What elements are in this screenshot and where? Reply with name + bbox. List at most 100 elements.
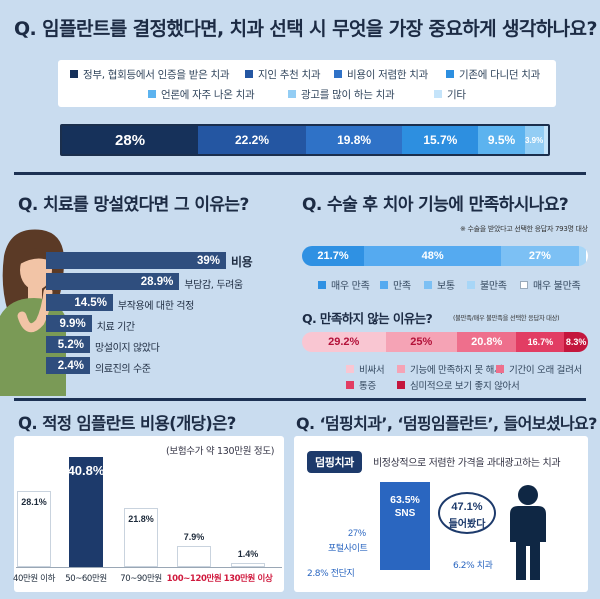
section3-subnote: (불만족/매우 불만족을 선택한 응답자 대상) (453, 315, 560, 322)
heard-bubble: 47.1% 들어봤다 (438, 492, 496, 534)
section3-title: Q. 수술 후 치아 기능에 만족하시나요? (302, 195, 569, 215)
section4-title: Q. 적정 임플란트 비용(개당)은? (18, 414, 236, 433)
satisfaction-segment-1: 48% (364, 246, 502, 266)
section3-subtitle: Q. 만족하지 않는 이유는? (302, 311, 433, 326)
sat-legend-3: 불만족 (467, 277, 507, 292)
sat-swatch-0 (318, 281, 326, 289)
sat-swatch-3 (467, 281, 475, 289)
dissatisfaction-segment-2: 20.8% (457, 332, 517, 352)
sat-swatch-2 (424, 281, 432, 289)
legend-item-2: 비용이 저렴한 치과 (334, 67, 428, 82)
dis-legend-3: 통증 (346, 378, 376, 392)
dumping-badge: 덤핑치과 (307, 451, 362, 473)
legend-swatch-3 (446, 70, 454, 78)
section2-title: Q. 치료를 망설였다면 그 이유는? (18, 195, 249, 215)
reason-label-4: 망설이지 않았다 (95, 343, 160, 354)
legend-item-5: 광고를 많이 하는 치과 (288, 87, 395, 102)
reason-bar-5: 2.4% (46, 357, 90, 374)
legend-swatch-2 (334, 70, 342, 78)
choice-segment-6 (543, 126, 548, 154)
section1-legend-card: 정부, 협회등에서 인증을 받은 치과 지인 추천 치과 비용이 저렴한 치과 … (58, 60, 556, 107)
sns-value: 63.5% (390, 494, 420, 506)
legend-item-6: 기타 (434, 87, 466, 102)
choice-segment-5: 3.9% (524, 126, 544, 154)
reason-label-2: 부작용에 대한 걱정 (117, 301, 194, 312)
dis-legend-4: 심미적으로 보기 좋지 않아서 (397, 378, 520, 392)
sns-block: 63.5% SNS (380, 482, 430, 570)
satisfaction-segment-0: 21.7% (302, 246, 365, 266)
choice-segment-0: 28% (62, 126, 199, 154)
cost-category-4: 130만원 이상 (223, 574, 273, 584)
reason-bar-3: 9.9% (46, 315, 92, 332)
legend-item-4: 언론에 자주 나온 치과 (148, 87, 255, 102)
satisfaction-segment-3 (578, 246, 586, 266)
reason-bar-1: 28.9% (46, 273, 180, 290)
cost-value-2: 21.8% (128, 514, 154, 525)
heard-value: 47.1% (451, 501, 483, 513)
choice-segment-1: 22.2% (198, 126, 306, 154)
heard-label: 들어봤다 (448, 519, 486, 530)
cost-axis-line (16, 567, 282, 568)
section-divider-2 (14, 398, 586, 401)
legend-swatch-5 (288, 90, 296, 98)
legend-swatch-4 (148, 90, 156, 98)
section3-note: ※ 수술을 받았다고 선택한 응답자 793명 대상 (460, 225, 588, 233)
cost-category-1: 50~60만원 (65, 574, 107, 584)
dissatisfaction-segment-4: 8.3% (564, 332, 588, 352)
cost-bar-1 (69, 457, 103, 567)
clinic-label: 6.2% 치과 (453, 561, 493, 571)
reason-label-3: 치료 기간 (96, 322, 135, 333)
choice-segment-2: 19.8% (305, 126, 403, 154)
reason-label-5: 의료진의 수준 (95, 364, 151, 375)
sat-legend-2: 보통 (424, 277, 455, 292)
satisfaction-stacked-bar: 21.7% 48% 27% (302, 246, 588, 266)
reason-label-0: 비용 (231, 255, 253, 269)
cost-value-0: 28.1% (21, 497, 47, 508)
choice-segment-3: 15.7% (402, 126, 479, 154)
dis-swatch-0 (346, 365, 354, 373)
sat-legend-1: 만족 (380, 277, 411, 292)
choice-segment-4: 9.5% (478, 126, 525, 154)
cost-value-1: 40.8% (67, 463, 105, 478)
dissatisfaction-stacked-bar: 29.2% 25% 20.8% 16.7% 8.3% (302, 332, 588, 352)
dissatisfaction-segment-1: 25% (385, 332, 457, 352)
cost-bar-2 (124, 508, 158, 567)
dis-swatch-2 (496, 365, 504, 373)
cost-bar-3 (177, 545, 211, 567)
section1-title: Q. 임플란트를 결정했다면, 치과 선택 시 무엇을 가장 중요하게 생각하나… (14, 18, 597, 40)
legend-swatch-6 (434, 90, 442, 98)
legend-item-1: 지인 추천 치과 (245, 67, 321, 82)
cost-bar-0 (17, 491, 51, 567)
sat-legend-0: 매우 만족 (318, 277, 370, 292)
sat-swatch-4 (520, 281, 528, 289)
cost-value-4: 1.4% (237, 549, 259, 560)
cost-bar-4 (231, 563, 265, 567)
dissatisfaction-segment-3: 16.7% (516, 332, 565, 352)
person-icon (510, 485, 546, 580)
choice-stacked-bar: 28% 22.2% 19.8% 15.7% 9.5% 3.9% (60, 124, 550, 156)
legend-swatch-1 (245, 70, 253, 78)
reason-label-1: 부담감, 두려움 (184, 280, 243, 291)
cost-value-3: 7.9% (183, 531, 205, 542)
dis-legend-0: 비싸서 (346, 362, 385, 376)
cost-category-2: 70~90만원 (120, 574, 162, 584)
dis-swatch-3 (346, 381, 354, 389)
portal-value: 27% (348, 528, 367, 538)
dumping-definition: 비정상적으로 저렴한 가격을 과대광고하는 치과 (373, 458, 561, 469)
dis-legend-1: 기능에 만족하지 못 해서 (397, 362, 503, 376)
sat-swatch-1 (380, 281, 388, 289)
dis-swatch-4 (397, 381, 405, 389)
legend-item-3: 기존에 다니던 치과 (446, 67, 540, 82)
section4-note: (보험수가 약 130만원 정도) (166, 446, 275, 457)
reason-bar-4: 5.2% (46, 336, 90, 353)
satisfaction-segment-2: 27% (501, 246, 579, 266)
dis-legend-2: 기간이 오래 걸려서 (496, 362, 582, 376)
section5-title: Q. ‘덤핑치과’, ‘덤핑임플란트’, 들어보셨나요? (296, 414, 597, 433)
dissatisfaction-segment-0: 29.2% (302, 332, 386, 352)
reason-bar-2: 14.5% (46, 294, 113, 311)
reason-bar-0: 39% (46, 252, 226, 269)
dis-swatch-1 (397, 365, 405, 373)
portal-label: 포털사이트 (328, 544, 368, 554)
legend-item-0: 정부, 협회등에서 인증을 받은 치과 (70, 67, 230, 82)
sat-legend-4: 매우 불만족 (520, 277, 581, 292)
